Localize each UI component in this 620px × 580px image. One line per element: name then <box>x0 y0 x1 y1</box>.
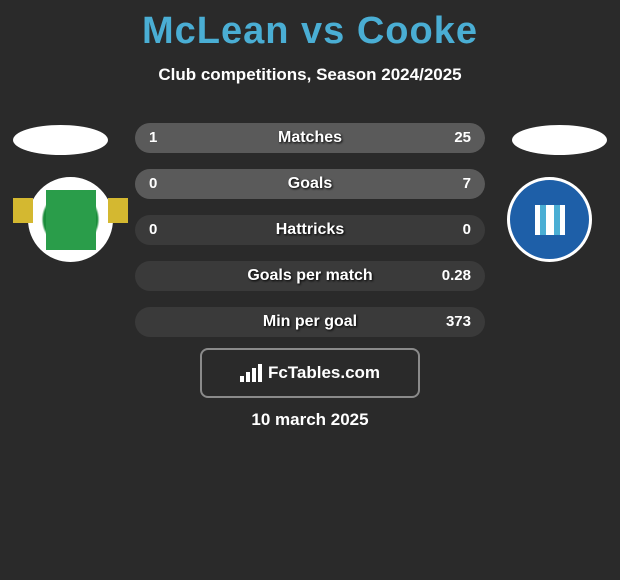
subtitle: Club competitions, Season 2024/2025 <box>0 65 620 85</box>
badge-left-decor <box>13 198 33 223</box>
stat-row-goals-per-match: Goals per match 0.28 <box>135 261 485 291</box>
fctables-logo[interactable]: FcTables.com <box>200 348 420 398</box>
stat-right-value: 373 <box>446 307 471 337</box>
badge-right-stripe <box>554 205 560 235</box>
badge-left-shield <box>46 190 96 250</box>
page-title: McLean vs Cooke <box>0 0 620 53</box>
player-avatar-right <box>512 125 607 155</box>
player-avatar-left <box>13 125 108 155</box>
stat-label: Hattricks <box>135 215 485 245</box>
stat-row-goals: 0 Goals 7 <box>135 169 485 199</box>
stat-label: Matches <box>135 123 485 153</box>
stat-row-hattricks: 0 Hattricks 0 <box>135 215 485 245</box>
bar-chart-icon <box>240 364 262 382</box>
stat-right-value: 25 <box>454 123 471 153</box>
logo-text: FcTables.com <box>268 363 380 383</box>
stat-right-value: 0 <box>463 215 471 245</box>
badge-right-shield <box>535 205 565 235</box>
badge-right-stripe <box>540 205 546 235</box>
stat-label: Goals <box>135 169 485 199</box>
date-label: 10 march 2025 <box>0 410 620 430</box>
team-badge-right <box>507 177 592 262</box>
stat-right-value: 0.28 <box>442 261 471 291</box>
stat-label: Min per goal <box>135 307 485 337</box>
badge-left-decor <box>108 198 128 223</box>
team-badge-left <box>28 177 113 262</box>
stat-row-min-per-goal: Min per goal 373 <box>135 307 485 337</box>
stats-container: 1 Matches 25 0 Goals 7 0 Hattricks 0 Goa… <box>135 123 485 353</box>
stat-right-value: 7 <box>463 169 471 199</box>
stat-row-matches: 1 Matches 25 <box>135 123 485 153</box>
stat-label: Goals per match <box>135 261 485 291</box>
